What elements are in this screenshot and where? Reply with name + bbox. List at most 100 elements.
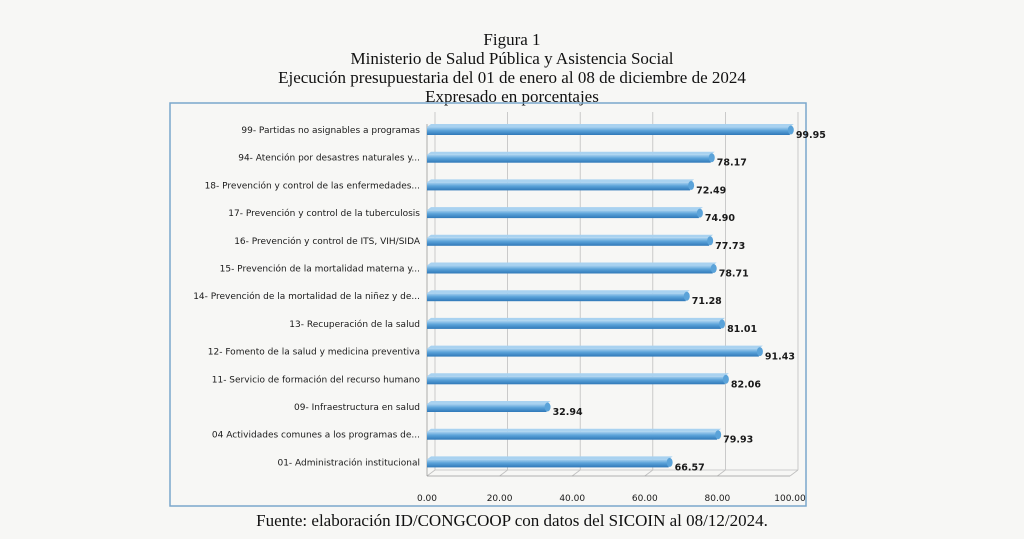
bar-body: [427, 182, 691, 191]
bar-end-cap: [756, 347, 763, 357]
bar-body: [427, 376, 725, 385]
bars: [427, 124, 794, 468]
tick-label: 100.00: [774, 494, 806, 504]
bar-top: [427, 317, 726, 321]
category-label: 18- Prevención y control de las enfermed…: [205, 180, 420, 191]
bar: [427, 179, 695, 191]
bar-body: [427, 320, 722, 329]
bar-top: [427, 345, 763, 349]
value-label: 82.06: [731, 379, 761, 390]
bar-top: [427, 179, 695, 183]
bar-body: [427, 154, 711, 163]
chart-title: Ministerio de Salud Pública y Asistencia…: [350, 49, 674, 68]
bar-top: [427, 207, 703, 211]
source-note: Fuente: elaboración ID/CONGCOOP con dato…: [256, 511, 768, 530]
value-label: 32.94: [553, 407, 583, 418]
chart-title-block: Figura 1 Ministerio de Salud Pública y A…: [0, 30, 1024, 106]
tick-label: 40.00: [559, 494, 585, 504]
bar-top: [427, 456, 673, 460]
value-label: 74.90: [705, 213, 735, 224]
figure-number: Figura 1: [483, 30, 541, 49]
category-label: 04 Actividades comunes a los programas d…: [212, 431, 420, 441]
category-label: 12- Fomento de la salud y medicina preve…: [208, 348, 420, 358]
category-label: 14- Prevención de la mortalidad de la ni…: [193, 291, 420, 302]
bar-body: [427, 431, 718, 440]
bar-top: [427, 428, 722, 432]
bar-top: [427, 124, 794, 127]
bar-end-cap: [708, 153, 715, 163]
bar-body: [427, 348, 759, 357]
x-axis-ticks: 0.00 20.00 40.00 60.00 80.00 100.00: [417, 494, 806, 504]
grid-floor-line: [644, 469, 654, 477]
grid-floor-line: [789, 469, 799, 477]
bar: [427, 151, 715, 163]
bar-end-cap: [715, 430, 722, 440]
value-label: 99.95: [796, 130, 826, 141]
bar-top: [427, 290, 690, 294]
bar: [427, 456, 673, 468]
bar: [427, 373, 729, 385]
bar: [427, 401, 551, 412]
chart-unit-note: Expresado en porcentajes: [425, 87, 599, 106]
value-label: 78.17: [717, 158, 747, 169]
category-label: 01- Administración institucional: [277, 457, 420, 468]
bar-end-cap: [544, 402, 551, 412]
category-label: 13- Recuperación de la salud: [289, 319, 420, 330]
tick-label: 60.00: [632, 494, 658, 504]
bar-body: [427, 293, 686, 302]
category-label: 11- Servicio de formación del recurso hu…: [212, 374, 421, 385]
labels: 99.95 99- Partidas no asignables a progra…: [193, 126, 826, 473]
grid-floor-line: [426, 469, 436, 477]
value-label: 71.28: [692, 296, 722, 307]
bar-top: [427, 401, 551, 404]
value-label: 72.49: [696, 185, 726, 196]
bar-body: [427, 404, 547, 412]
bar-end-cap: [696, 208, 703, 218]
category-label: 16- Prevención y control de ITS, VIH/SID…: [234, 236, 421, 247]
bar-top: [427, 373, 729, 377]
bar: [427, 428, 722, 440]
value-label: 77.73: [715, 241, 745, 252]
bar-body: [427, 265, 713, 274]
bar-end-cap: [722, 374, 729, 384]
chart-subtitle: Ejecución presupuestaria del 01 de enero…: [278, 68, 746, 87]
category-label: 94- Atención por desastres naturales y..…: [238, 153, 420, 164]
chart-frame: [169, 102, 807, 507]
bar: [427, 290, 690, 302]
grid-floor-line: [717, 469, 726, 477]
bar: [427, 345, 763, 357]
grid-floor-line: [571, 469, 581, 477]
bar: [427, 317, 726, 329]
category-label: 15- Prevención de la mortalidad materna …: [220, 264, 420, 275]
value-label: 79.93: [723, 435, 753, 446]
category-label: 99- Partidas no asignables a programas: [241, 126, 420, 136]
bar-body: [427, 237, 710, 246]
bar-end-cap: [688, 180, 695, 190]
value-label: 81.01: [727, 324, 757, 335]
bar-body: [427, 459, 669, 468]
value-label: 91.43: [765, 352, 795, 363]
bar-top: [427, 234, 714, 238]
bar-end-cap: [666, 457, 673, 467]
bar: [427, 262, 717, 274]
bar: [427, 207, 703, 219]
bar-top: [427, 262, 717, 266]
bar-end-cap: [719, 319, 726, 329]
tick-label: 20.00: [487, 494, 513, 504]
category-label: 09- Infraestructura en salud: [294, 403, 420, 413]
bar-end-cap: [707, 236, 714, 246]
bar: [427, 234, 714, 246]
bar-end-cap: [683, 291, 690, 301]
bar: [427, 124, 794, 135]
grid-floor-line: [499, 469, 508, 477]
bar-body: [427, 210, 699, 219]
bar-top: [427, 151, 715, 155]
bar-body: [427, 127, 790, 135]
bar-end-cap: [787, 125, 794, 135]
bar-end-cap: [710, 264, 717, 273]
value-label: 78.71: [719, 269, 749, 280]
tick-label: 80.00: [705, 494, 731, 504]
value-label: 66.57: [675, 462, 705, 473]
